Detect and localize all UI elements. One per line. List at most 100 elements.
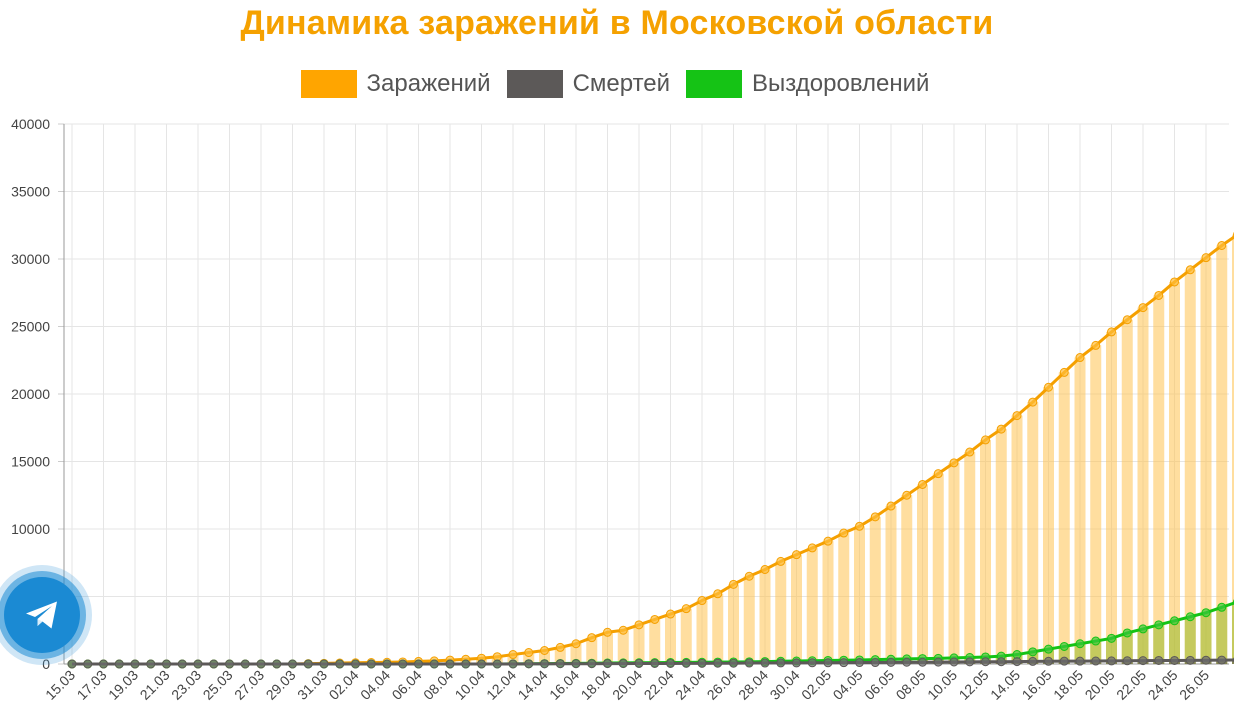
point-deaths: [587, 659, 597, 669]
bar-infected: [980, 439, 991, 664]
point-deaths: [366, 659, 376, 669]
telegram-button[interactable]: [0, 565, 92, 665]
bar-infected: [791, 554, 802, 664]
point-deaths: [508, 659, 518, 669]
x-tick-label: 20.05: [1082, 667, 1118, 703]
bar-infected: [539, 650, 550, 664]
point-deaths: [760, 658, 770, 668]
x-tick-label: 04.04: [357, 667, 393, 703]
bar-infected: [1027, 402, 1039, 664]
point-infected: [823, 536, 833, 546]
point-deaths: [713, 658, 723, 668]
point-deaths: [398, 659, 408, 669]
bar-infected: [854, 526, 865, 664]
point-recovered: [1028, 647, 1038, 657]
point-deaths: [461, 659, 471, 669]
bar-infected: [1169, 281, 1180, 664]
point-infected: [508, 650, 518, 660]
point-infected: [839, 528, 849, 538]
point-deaths: [571, 659, 581, 669]
point-deaths: [681, 658, 691, 668]
point-infected: [555, 642, 565, 652]
x-tick-label: 30.04: [767, 667, 803, 703]
y-tick-label: 30000: [11, 251, 50, 267]
point-recovered: [1091, 636, 1101, 646]
x-tick-label: 29.03: [263, 667, 299, 703]
point-deaths: [650, 658, 660, 668]
x-tick-label: 10.05: [924, 667, 960, 703]
legend-item-deaths[interactable]: Смертей: [506, 70, 670, 98]
point-deaths: [209, 659, 219, 669]
bar-infected: [917, 484, 928, 664]
point-infected: [1091, 340, 1101, 350]
point-deaths: [67, 659, 77, 669]
point-recovered: [1122, 628, 1132, 638]
point-deaths: [1170, 655, 1179, 665]
point-infected: [870, 512, 880, 522]
bar-recovered: [1090, 641, 1102, 664]
point-infected: [996, 424, 1006, 434]
point-deaths: [603, 659, 612, 669]
x-tick-label: 18.04: [578, 667, 614, 703]
y-tick-label: 10000: [11, 521, 50, 537]
x-tick-label: 16.04: [546, 667, 582, 703]
point-infected: [650, 614, 660, 624]
point-deaths: [697, 658, 707, 668]
point-deaths: [146, 659, 156, 669]
bar-infected: [806, 547, 818, 664]
point-recovered: [1201, 608, 1211, 618]
point-infected: [1028, 397, 1038, 407]
bar-recovered: [1216, 607, 1228, 664]
x-tick-label: 31.03: [294, 667, 330, 703]
x-tick-label: 18.05: [1050, 667, 1086, 703]
bar-infected: [901, 495, 913, 664]
point-infected: [1012, 411, 1022, 421]
point-deaths: [1138, 656, 1148, 666]
x-tick-label: 21.03: [137, 667, 173, 703]
y-tick-label: 15000: [11, 454, 50, 470]
point-deaths: [1201, 655, 1211, 665]
point-deaths: [240, 659, 250, 669]
point-deaths: [1012, 657, 1022, 667]
point-deaths: [1185, 655, 1195, 665]
x-tick-label: 08.05: [893, 667, 929, 703]
point-deaths: [902, 657, 912, 667]
x-tick-label: 10.04: [452, 667, 488, 703]
point-infected: [886, 501, 896, 511]
point-infected: [697, 596, 707, 606]
y-tick-label: 40000: [11, 116, 50, 132]
point-infected: [949, 458, 959, 468]
point-deaths: [477, 659, 486, 669]
x-tick-label: 15.03: [42, 667, 78, 703]
point-infected: [540, 646, 549, 655]
bar-infected: [1121, 319, 1133, 664]
bar-infected: [633, 624, 645, 664]
legend-swatch-deaths: [506, 70, 563, 98]
point-deaths: [886, 657, 896, 667]
point-deaths: [540, 659, 549, 669]
y-tick-label: 20000: [11, 386, 50, 402]
point-deaths: [335, 659, 345, 669]
point-recovered: [1075, 639, 1085, 649]
point-infected: [1185, 265, 1195, 275]
bar-recovered: [1169, 620, 1180, 664]
point-deaths: [792, 658, 801, 668]
point-infected: [792, 550, 801, 560]
point-deaths: [414, 659, 423, 669]
point-infected: [1138, 303, 1148, 313]
bar-recovered: [1058, 646, 1070, 664]
legend-item-infected[interactable]: Заражений: [300, 70, 491, 98]
bar-infected: [728, 584, 739, 664]
point-deaths: [776, 658, 786, 668]
legend-item-recovered[interactable]: Выздоровлений: [686, 70, 929, 98]
point-deaths: [839, 658, 849, 668]
x-tick-label: 16.05: [1019, 667, 1055, 703]
point-deaths: [99, 659, 108, 669]
point-infected: [760, 565, 770, 574]
x-tick-label: 22.05: [1113, 667, 1149, 703]
point-infected: [634, 620, 644, 630]
bar-infected: [948, 462, 960, 664]
point-recovered: [1044, 644, 1053, 654]
x-tick-label: 08.04: [420, 667, 456, 703]
point-deaths: [996, 657, 1006, 667]
